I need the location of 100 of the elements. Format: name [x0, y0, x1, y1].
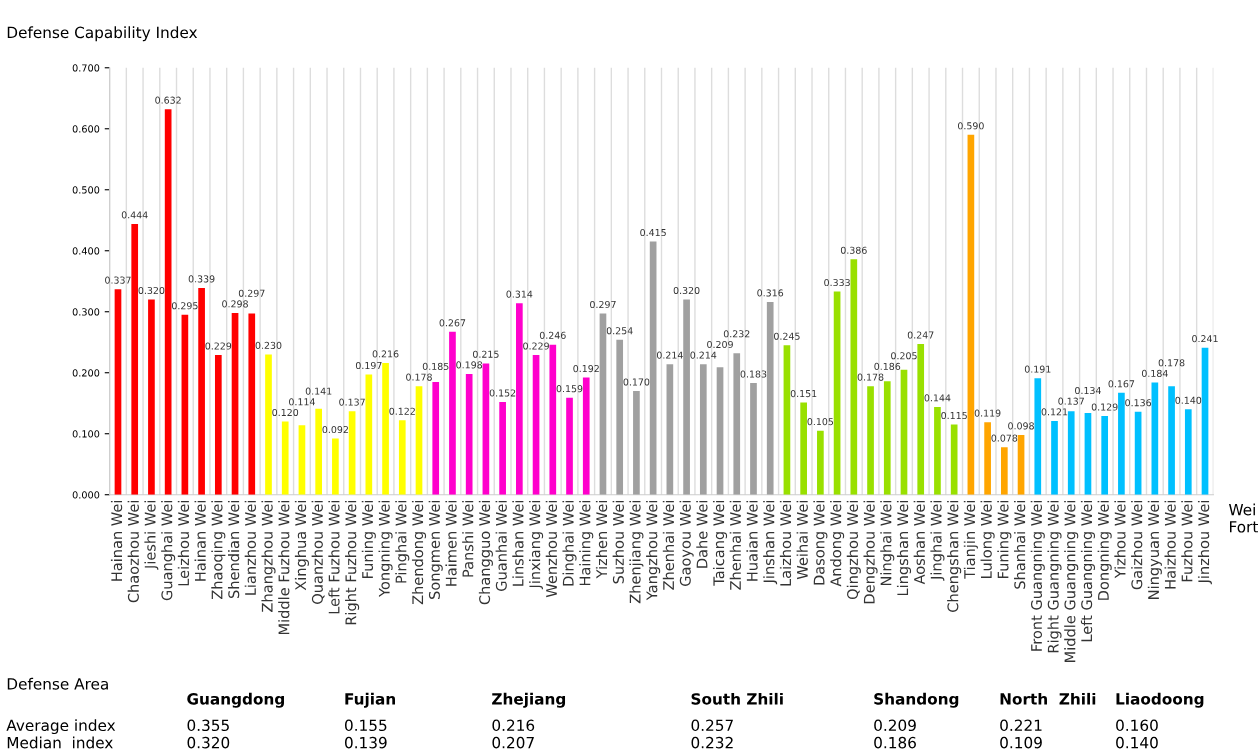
x-tick-label: Zhenhai Wei: [729, 500, 741, 590]
x-tick-label: Yizhou Wei: [1114, 500, 1126, 579]
data-label: 0.136: [1125, 399, 1152, 407]
x-tick-label: Haizhou Wei: [1164, 500, 1176, 589]
bar: [1118, 392, 1125, 495]
bar: [950, 424, 958, 495]
bar: [499, 402, 506, 495]
data-label: 0.247: [907, 331, 934, 339]
bar: [432, 381, 440, 495]
x-axis-title: Wei Fort: [1229, 503, 1258, 533]
x-tick-label: Tianjin Wei: [963, 500, 978, 579]
data-label: 0.170: [623, 378, 650, 386]
x-tick-label: Ningyuan Wei: [1147, 500, 1162, 599]
bar: [566, 397, 573, 495]
data-label: 0.121: [1041, 408, 1068, 416]
bar: [549, 344, 557, 495]
bar: [699, 364, 707, 495]
x-tick-label: Middle Guangning Wei: [1064, 500, 1079, 662]
text: Shandong: [874, 692, 959, 708]
data-label: 0.295: [171, 302, 198, 310]
data-label: 0.078: [991, 434, 1018, 442]
text: 0.221: [1000, 719, 1042, 732]
bar: [800, 402, 807, 495]
x-tick-label: Guanghai Wei: [161, 500, 176, 601]
data-label: 0.137: [339, 398, 365, 406]
data-label: 0.092: [322, 425, 348, 434]
data-label: 0.245: [774, 332, 800, 340]
text: 0.139: [344, 736, 387, 749]
x-tick-label: Gaoyou Wei: [679, 500, 694, 586]
data-label: 0.267: [439, 319, 466, 327]
x-tick-label: Panshi Wei: [462, 500, 474, 577]
bar: [332, 438, 339, 495]
x-tick-label: Aoshan Wei: [913, 500, 925, 585]
bar: [917, 344, 925, 495]
data-label: 0.444: [121, 211, 148, 219]
x-tick-label: Front Guangning Wei: [1030, 500, 1045, 651]
bar: [817, 430, 824, 495]
x-tick-label: Hainan Wei: [194, 500, 206, 581]
text: 0.155: [344, 719, 387, 732]
bar: [1051, 420, 1058, 495]
x-tick-label: Zhenjiang Wei: [629, 500, 644, 604]
data-label: 0.386: [840, 246, 867, 254]
data-label: 0.137: [1058, 397, 1084, 405]
data-label: 0.140: [1175, 396, 1202, 404]
data-label: 0.209: [707, 340, 733, 349]
text: Fujian: [345, 692, 395, 708]
text: Median index: [7, 736, 113, 749]
bar: [683, 299, 690, 495]
data-label: 0.198: [456, 361, 483, 369]
text: 0.216: [492, 719, 535, 732]
x-tick-label: Chaozhou Wei: [127, 500, 139, 603]
x-tick-label: Dahe Wei: [696, 500, 708, 568]
text: Zhejiang: [492, 692, 566, 708]
x-tick-label: Right Fuzhou Wei: [345, 500, 360, 625]
x-tick-label: Left Guangning Wei: [1080, 500, 1096, 642]
x-tick-label: Funing Wei: [361, 500, 376, 578]
y-tick-label: 0.600: [72, 125, 100, 133]
data-label: 0.214: [690, 351, 717, 359]
data-label: 0.415: [640, 228, 666, 237]
x-tick-label: Dongning Wei: [1097, 500, 1112, 600]
x-tick-label: Chengshan Wei: [947, 500, 962, 612]
bar: [616, 339, 624, 495]
data-label: 0.191: [1024, 365, 1051, 373]
bar: [934, 406, 941, 495]
x-tick-label: Haining Wei: [579, 500, 594, 586]
x-tick-label: Yangzhou Wei: [646, 500, 661, 601]
x-tick-label: Middle Fuzhou Wei: [278, 500, 290, 635]
text: Liaodoong: [1116, 692, 1204, 708]
x-tick-label: Quanzhou Wei: [311, 500, 325, 604]
bar: [750, 383, 757, 495]
data-label: 0.192: [573, 364, 599, 373]
data-label: 0.141: [305, 387, 332, 395]
bar: [131, 223, 139, 495]
data-label: 0.297: [590, 300, 616, 309]
bar: [516, 303, 523, 495]
x-tick-label: Haimen Wei: [445, 500, 457, 586]
x-tick-label: Dinghai Wei: [562, 500, 577, 586]
bar: [1101, 416, 1109, 495]
data-label: 0.178: [1158, 359, 1185, 367]
bar: [281, 421, 289, 495]
data-label: 0.134: [1075, 386, 1101, 395]
text: Guangdong: [187, 692, 284, 708]
x-tick-label: Huaian Wei: [746, 500, 758, 581]
x-tick-label: Jinxiang Wei: [529, 500, 544, 590]
x-tick-label: Zhendong Wei: [411, 500, 427, 605]
y-tick-label: 0.100: [72, 430, 100, 438]
x-tick-label: Songmen Wei: [428, 500, 443, 599]
y-tick-label: 0.500: [72, 186, 100, 194]
data-label: 0.246: [539, 331, 566, 339]
text: South Zhili: [691, 692, 783, 705]
x-tick-label: Gaizhou Wei: [1131, 500, 1143, 590]
text: 0.140: [1116, 736, 1158, 749]
text: 0.207: [492, 736, 534, 749]
data-label: 0.178: [857, 373, 884, 381]
text: 0.209: [874, 719, 916, 732]
data-label: 0.590: [957, 122, 984, 130]
data-label: 0.197: [355, 361, 382, 370]
x-tick-label: Zhaoqing Wei: [211, 500, 226, 600]
bar: [1184, 409, 1192, 495]
x-tick-label: Shendian Wei: [227, 500, 240, 599]
